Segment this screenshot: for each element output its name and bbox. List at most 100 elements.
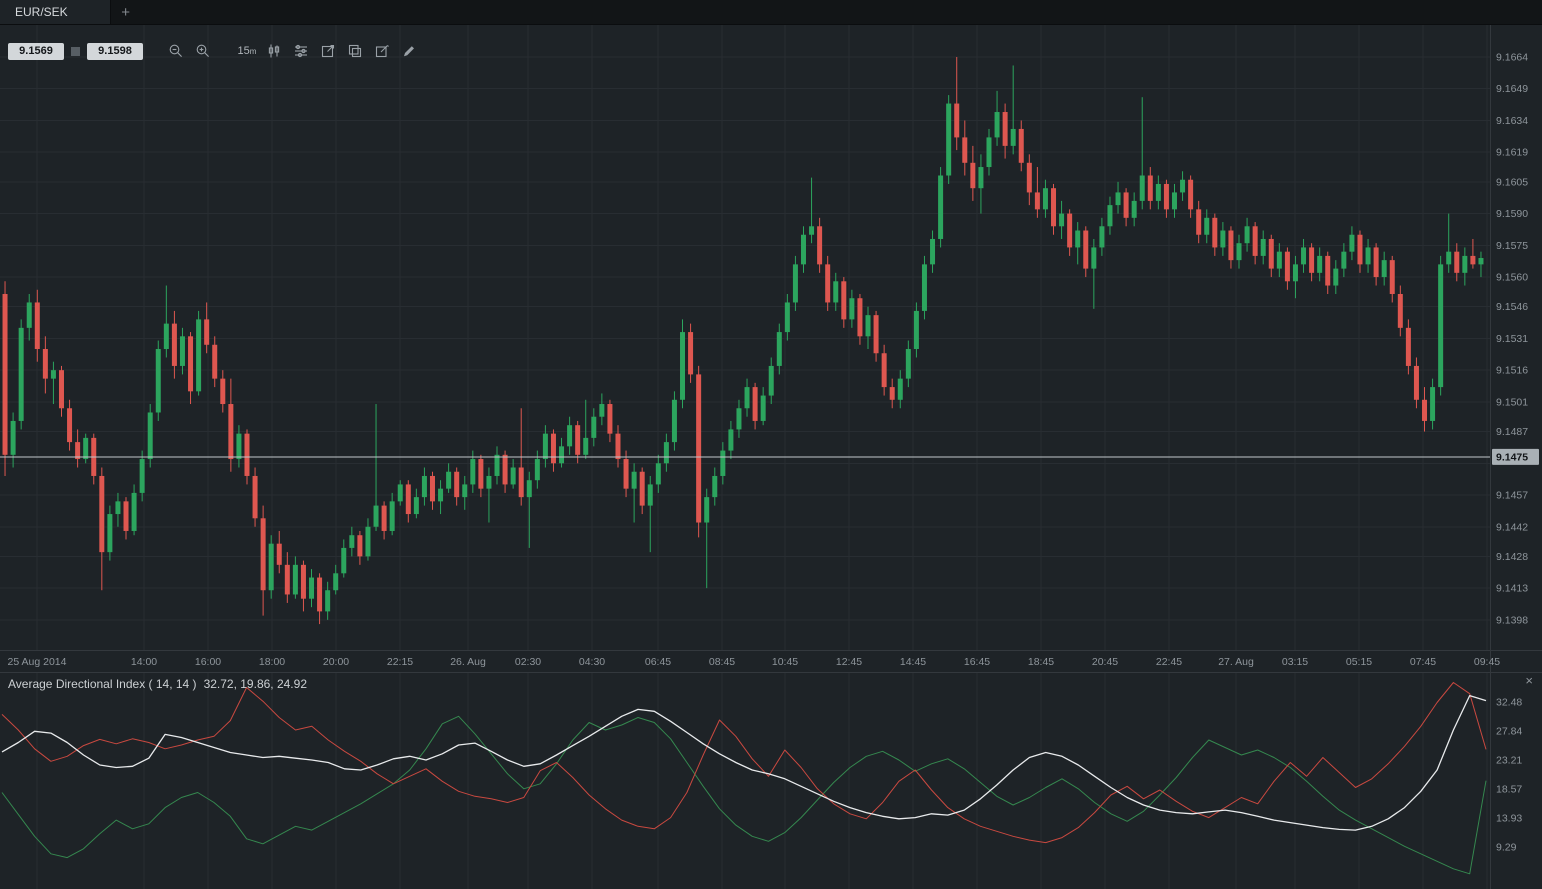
candle-body	[196, 319, 202, 392]
draw-button[interactable]	[398, 41, 420, 61]
candle-body	[639, 471, 645, 506]
time-axis-label[interactable]: 22:45	[1156, 656, 1182, 668]
candle-body	[236, 433, 242, 460]
candle-body	[357, 535, 363, 557]
time-axis-label[interactable]: 26. Aug	[450, 656, 486, 668]
indicator-line-di-plus	[1, 715, 1487, 875]
time-axis-label[interactable]: 09:45	[1474, 656, 1500, 668]
edit-button[interactable]	[371, 41, 393, 61]
tab-eursek[interactable]: EUR/SEK	[0, 0, 111, 24]
candle-body	[1034, 192, 1040, 210]
candle-body	[228, 404, 234, 460]
copy-icon	[348, 44, 362, 58]
candle-body	[1446, 251, 1452, 265]
candle-body	[1010, 128, 1016, 146]
current-price-tag-label: 9.1475	[1496, 451, 1528, 463]
time-axis-label[interactable]: 05:15	[1346, 656, 1372, 668]
price-axis-label[interactable]: 9.1487	[1496, 426, 1528, 438]
sell-price-button[interactable]: 9.1569	[8, 42, 64, 60]
candle-body	[857, 298, 863, 337]
price-chart-canvas[interactable]: 9.1664 9.1649 9.1634 9.1619 9.1605 9.1590 9.15…	[0, 24, 1542, 672]
zoom-in-button[interactable]	[192, 41, 214, 61]
candle-body	[50, 370, 56, 379]
tab-label: EUR/SEK	[15, 5, 68, 19]
candle-body	[800, 234, 806, 265]
candle-body	[720, 450, 726, 476]
candle-body	[18, 327, 24, 421]
price-axis-label[interactable]: 9.1428	[1496, 551, 1528, 563]
price-axis-label[interactable]: 9.1413	[1496, 583, 1528, 595]
spread-toggle[interactable]	[71, 46, 80, 56]
candle-body	[518, 467, 524, 498]
price-axis-label[interactable]: 9.1457	[1496, 490, 1528, 502]
price-axis-label[interactable]: 9.1605	[1496, 176, 1528, 188]
time-axis-label[interactable]: 14:00	[131, 656, 157, 668]
candle-body	[1430, 387, 1436, 421]
price-axis-label[interactable]: 9.1398	[1496, 614, 1528, 626]
candle-body	[163, 323, 169, 350]
price-axis-label[interactable]: 9.1531	[1496, 333, 1528, 345]
price-axis-label[interactable]: 9.1546	[1496, 301, 1528, 313]
indicator-header[interactable]: Average Directional Index ( 14, 14 ) 32.7…	[8, 677, 307, 691]
time-axis-label[interactable]: 10:45	[772, 656, 798, 668]
price-axis-label[interactable]: 9.1664	[1496, 52, 1528, 64]
time-axis-label[interactable]: 06:45	[645, 656, 671, 668]
candle-body	[1301, 247, 1307, 265]
candle-body	[1018, 128, 1024, 163]
candle-body	[1244, 226, 1250, 244]
copy-button[interactable]	[344, 41, 366, 61]
price-axis-label[interactable]: 9.1590	[1496, 208, 1528, 220]
timeframe-unit: m	[249, 46, 257, 56]
indicator-canvas[interactable]: 32.48 27.84 23.21 18.57 13.93 9.29	[0, 672, 1542, 889]
candle-body	[575, 425, 581, 455]
price-axis-label[interactable]: 9.1649	[1496, 83, 1528, 95]
price-axis-label[interactable]: 9.1575	[1496, 240, 1528, 252]
indicator-close-button[interactable]: ×	[1525, 673, 1533, 688]
candle-body	[526, 480, 532, 498]
time-axis-label[interactable]: 14:45	[900, 656, 926, 668]
time-axis-label[interactable]: 16:00	[195, 656, 221, 668]
time-axis-label[interactable]: 04:30	[579, 656, 605, 668]
snapshot-button[interactable]	[317, 41, 339, 61]
time-axis-label[interactable]: 18:45	[1028, 656, 1054, 668]
candle-body	[276, 543, 282, 565]
candle-body	[429, 475, 435, 502]
time-axis-label[interactable]: 20:45	[1092, 656, 1118, 668]
time-axis-label[interactable]: 16:45	[964, 656, 990, 668]
candle-body	[1333, 268, 1339, 286]
candle-body	[349, 535, 355, 548]
price-axis-label[interactable]: 9.1560	[1496, 272, 1528, 284]
time-axis-label[interactable]: 03:15	[1282, 656, 1308, 668]
indicators-button[interactable]	[290, 41, 312, 61]
candle-body	[1454, 251, 1460, 273]
candle-body	[930, 238, 936, 265]
candle-body	[510, 467, 516, 485]
buy-price-button[interactable]: 9.1598	[87, 42, 143, 60]
chart-type-button[interactable]	[263, 41, 285, 61]
time-axis-label[interactable]: 12:45	[836, 656, 862, 668]
candle-body	[962, 137, 968, 163]
candle-body	[1292, 264, 1298, 282]
timeframe-button[interactable]: 15 m	[236, 41, 258, 61]
candle-body	[1381, 260, 1387, 278]
price-axis-label[interactable]: 9.1516	[1496, 365, 1528, 377]
time-axis-label[interactable]: 02:30	[515, 656, 541, 668]
time-axis-label[interactable]: 20:00	[323, 656, 349, 668]
candle-body	[946, 103, 952, 176]
candle-body	[712, 475, 718, 498]
price-axis-label[interactable]: 9.1619	[1496, 147, 1528, 159]
zoom-out-button[interactable]	[165, 41, 187, 61]
candle-body	[970, 162, 976, 189]
time-axis-label[interactable]: 22:15	[387, 656, 413, 668]
price-axis-label[interactable]: 9.1634	[1496, 115, 1528, 127]
time-axis-label[interactable]: 25 Aug 2014	[8, 656, 67, 668]
candle-body	[1397, 293, 1403, 328]
time-axis-label[interactable]: 07:45	[1410, 656, 1436, 668]
time-axis-label[interactable]: 08:45	[709, 656, 735, 668]
time-axis-label[interactable]: 27. Aug	[1218, 656, 1254, 668]
price-axis-label[interactable]: 9.1501	[1496, 396, 1528, 408]
price-axis-label[interactable]: 9.1442	[1496, 521, 1528, 533]
new-tab-button[interactable]: +	[121, 3, 131, 21]
indicator-values: 32.72, 19.86, 24.92	[203, 677, 307, 691]
time-axis-label[interactable]: 18:00	[259, 656, 285, 668]
